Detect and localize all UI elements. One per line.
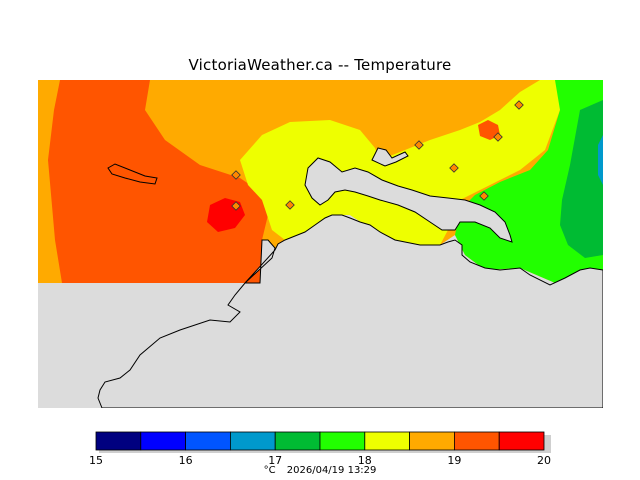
legend-bin-2	[185, 431, 231, 451]
legend-tick-18: 18	[357, 454, 372, 467]
northern-spit	[371, 147, 409, 167]
band-17-17-5	[560, 100, 603, 258]
legend-tick-20: 20	[537, 454, 551, 467]
timestamp: 2026/04/19 13:29	[286, 465, 377, 476]
station-marker[interactable]	[479, 191, 489, 201]
band-19-19-5-ne	[478, 120, 500, 140]
legend-bin-8	[453, 431, 500, 451]
legend-bin-6	[364, 431, 410, 451]
legend-bin-4	[274, 431, 321, 451]
legend-bin-9	[498, 431, 545, 451]
legend-bin-5	[319, 431, 366, 451]
legend-tick-15: 15	[89, 454, 103, 467]
legend-bin-3	[229, 431, 276, 451]
legend-bin-7	[409, 431, 455, 451]
station-marker[interactable]	[493, 132, 503, 142]
legend-bin-0	[95, 431, 142, 451]
map-frame	[38, 80, 603, 408]
south-landmass	[97, 214, 603, 408]
station-marker[interactable]	[449, 163, 459, 173]
legend-tick-17: 17	[268, 454, 283, 467]
legend-bin-1	[140, 431, 187, 451]
west-island	[107, 163, 158, 185]
station-marker[interactable]	[514, 100, 524, 110]
station-marker[interactable]	[285, 200, 295, 210]
legend-tick-19: 19	[447, 454, 462, 467]
station-marker[interactable]	[231, 170, 241, 180]
map-title: VictoriaWeather.ca -- Temperature	[188, 56, 452, 74]
legend-tick-16: 16	[178, 454, 193, 467]
station-marker[interactable]	[231, 201, 241, 211]
band-16-5-17	[598, 135, 603, 185]
station-marker[interactable]	[414, 140, 424, 150]
station-markers	[231, 100, 524, 211]
peninsula	[304, 157, 513, 243]
color-legend	[95, 431, 551, 453]
coastline	[97, 147, 603, 408]
unit-label: °C	[263, 465, 276, 476]
legend-footer: °C 2026/04/19 13:29	[0, 465, 640, 476]
band-19-19-5-west	[48, 80, 268, 283]
